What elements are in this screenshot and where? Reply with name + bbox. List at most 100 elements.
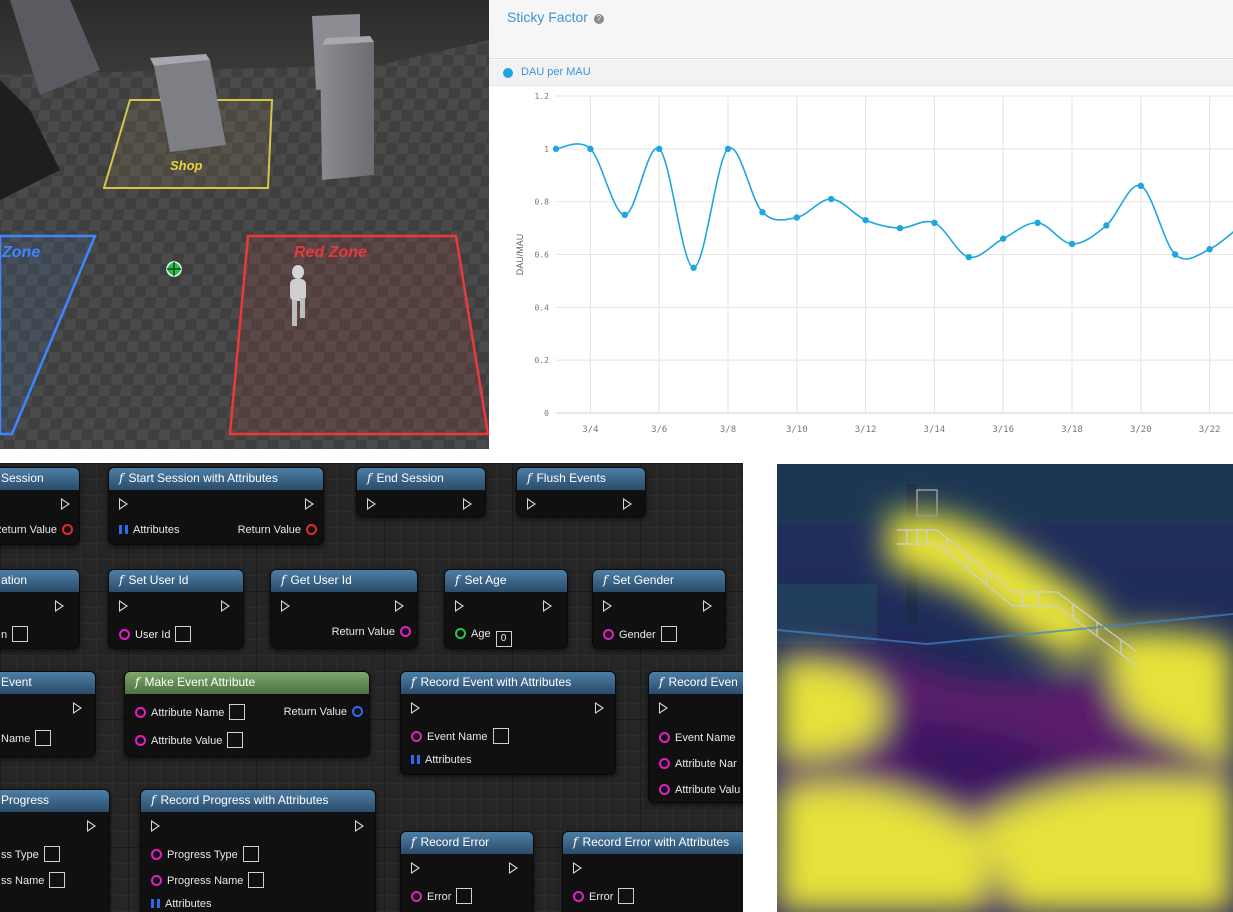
exec-out-pin[interactable]: [61, 498, 70, 510]
exec-in-pin[interactable]: [119, 600, 128, 612]
exec-out-pin[interactable]: [221, 600, 230, 612]
error-pin[interactable]: [573, 891, 584, 902]
exec-out-pin[interactable]: [463, 498, 472, 510]
doorway: [916, 489, 938, 517]
gender-pin[interactable]: [603, 629, 614, 640]
node-record-event-partial[interactable]: f Record Even Event Name Attribute Nar At…: [648, 671, 743, 803]
exec-out-pin[interactable]: [305, 498, 314, 510]
return-pin[interactable]: [62, 524, 73, 535]
node-flush-events[interactable]: f Flush Events: [516, 467, 646, 517]
node-record-error-with-attributes[interactable]: f Record Error with Attributes Error: [562, 831, 743, 912]
exec-out-pin[interactable]: [509, 862, 518, 874]
exec-in-pin[interactable]: [573, 862, 582, 874]
age-input[interactable]: 0: [495, 631, 512, 647]
error-input[interactable]: [618, 888, 635, 904]
attribute-value-input[interactable]: [227, 732, 244, 748]
data-point: [828, 195, 835, 203]
progress-type-pin[interactable]: [151, 849, 162, 860]
progress-type-input[interactable]: [242, 846, 259, 862]
node-end-session[interactable]: f End Session: [356, 467, 486, 517]
attributes-pin[interactable]: [151, 899, 160, 908]
gender-input[interactable]: [660, 626, 677, 642]
x-tick-label: 3/18: [1061, 425, 1083, 435]
value-input[interactable]: [12, 626, 29, 642]
node-title: Get User Id: [290, 573, 352, 587]
node-start-session-with-attributes[interactable]: f Start Session with Attributes Attribute…: [108, 467, 324, 545]
exec-out-pin[interactable]: [395, 600, 404, 612]
attribute-value-pin[interactable]: [135, 735, 146, 746]
node-record-progress[interactable]: Progress ss Type ss Name: [0, 789, 110, 912]
progress-name-input[interactable]: [248, 872, 265, 888]
return-pin[interactable]: [352, 706, 363, 717]
data-point: [1000, 235, 1007, 242]
exec-out-pin[interactable]: [55, 600, 64, 612]
progress-name-pin[interactable]: [151, 875, 162, 886]
y-tick-label: 1: [544, 145, 549, 154]
event-name-input[interactable]: [35, 730, 52, 746]
node-location[interactable]: ation n: [0, 569, 80, 649]
exec-out-pin[interactable]: [355, 820, 364, 832]
exec-out-pin[interactable]: [543, 600, 552, 612]
return-pin[interactable]: [306, 524, 317, 535]
x-tick-label: 3/16: [992, 425, 1014, 435]
attribute-value-pin[interactable]: [659, 784, 670, 795]
legend-marker-icon[interactable]: [503, 68, 513, 78]
blueprint-graph[interactable]: Session Return Value f Start Session with…: [0, 463, 743, 912]
node-record-event-with-attributes[interactable]: f Record Event with Attributes Event Name…: [400, 671, 616, 775]
node-session[interactable]: Session Return Value: [0, 467, 80, 545]
attributes-pin[interactable]: [411, 755, 420, 764]
exec-in-pin[interactable]: [659, 702, 668, 714]
event-name-input[interactable]: [492, 728, 509, 744]
exec-in-pin[interactable]: [151, 820, 160, 832]
exec-in-pin[interactable]: [411, 862, 420, 874]
exec-out-pin[interactable]: [87, 820, 96, 832]
node-make-event-attribute[interactable]: f Make Event Attribute Attribute Name Att…: [124, 671, 370, 757]
attribute-name-pin[interactable]: [659, 758, 670, 769]
return-pin[interactable]: [400, 626, 411, 637]
player-character: [290, 265, 306, 326]
node-get-user-id[interactable]: f Get User Id Return Value: [270, 569, 418, 649]
event-name-pin[interactable]: [411, 731, 422, 742]
function-icon: f: [281, 573, 286, 587]
exec-in-pin[interactable]: [119, 498, 128, 510]
exec-out-pin[interactable]: [595, 702, 604, 714]
node-record-progress-with-attributes[interactable]: f Record Progress with Attributes Progres…: [140, 789, 376, 912]
node-set-user-id[interactable]: f Set User Id User Id: [108, 569, 244, 649]
red-zone-label: Red Zone: [294, 244, 367, 261]
exec-out-pin[interactable]: [703, 600, 712, 612]
attribute-name-pin[interactable]: [135, 707, 146, 718]
data-point: [552, 145, 560, 153]
exec-in-pin[interactable]: [603, 600, 612, 612]
pin-label: Age: [471, 628, 491, 640]
node-record-event[interactable]: Event Name: [0, 671, 96, 757]
age-pin[interactable]: [455, 628, 466, 639]
error-pin[interactable]: [411, 891, 422, 902]
progress-name-input[interactable]: [49, 872, 66, 888]
exec-in-pin[interactable]: [527, 498, 536, 510]
help-icon[interactable]: ?: [593, 14, 604, 24]
node-title: Set Age: [464, 573, 507, 587]
exec-in-pin[interactable]: [281, 600, 290, 612]
pin-label: Attribute Nar: [675, 758, 737, 770]
node-title: Record Error with Attributes: [582, 835, 730, 849]
attributes-pin[interactable]: [119, 525, 128, 534]
progress-type-input[interactable]: [43, 846, 60, 862]
function-icon: f: [659, 675, 664, 689]
node-set-age[interactable]: f Set Age Age 0: [444, 569, 568, 649]
pin-label: Name: [1, 733, 31, 745]
pin-label: Return Value: [0, 524, 57, 536]
exec-in-pin[interactable]: [367, 498, 376, 510]
legend-label[interactable]: DAU per MAU: [521, 66, 591, 78]
exec-in-pin[interactable]: [411, 702, 420, 714]
event-name-pin[interactable]: [659, 732, 670, 743]
attribute-name-input[interactable]: [229, 704, 246, 720]
user-id-pin[interactable]: [119, 629, 130, 640]
y-tick-label: 0.8: [535, 198, 550, 207]
exec-in-pin[interactable]: [455, 600, 464, 612]
exec-out-pin[interactable]: [73, 702, 82, 714]
error-input[interactable]: [456, 888, 473, 904]
exec-out-pin[interactable]: [623, 498, 632, 510]
user-id-input[interactable]: [175, 626, 192, 642]
node-set-gender[interactable]: f Set Gender Gender: [592, 569, 726, 649]
node-record-error[interactable]: f Record Error Error: [400, 831, 534, 912]
